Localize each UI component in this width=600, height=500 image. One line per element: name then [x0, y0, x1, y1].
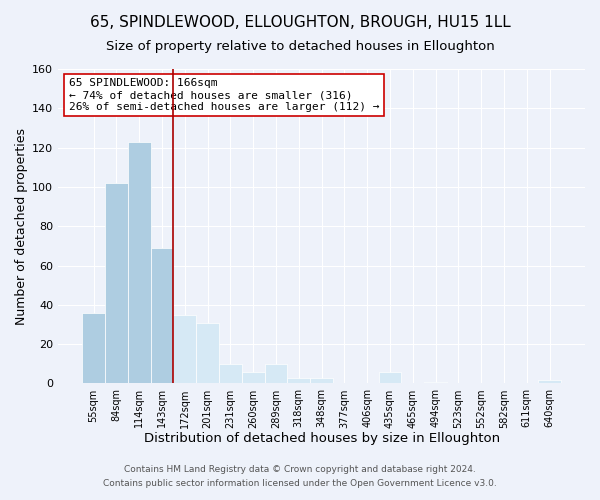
Bar: [424, 382, 447, 384]
Bar: [219, 364, 242, 384]
X-axis label: Distribution of detached houses by size in Elloughton: Distribution of detached houses by size …: [143, 432, 500, 445]
Bar: [105, 183, 128, 384]
Bar: [196, 322, 219, 384]
Text: Size of property relative to detached houses in Elloughton: Size of property relative to detached ho…: [106, 40, 494, 53]
Bar: [128, 142, 151, 384]
Bar: [151, 248, 173, 384]
Bar: [265, 364, 287, 384]
Bar: [242, 372, 265, 384]
Bar: [538, 380, 561, 384]
Y-axis label: Number of detached properties: Number of detached properties: [15, 128, 28, 324]
Bar: [173, 314, 196, 384]
Text: 65, SPINDLEWOOD, ELLOUGHTON, BROUGH, HU15 1LL: 65, SPINDLEWOOD, ELLOUGHTON, BROUGH, HU1…: [89, 15, 511, 30]
Text: Contains HM Land Registry data © Crown copyright and database right 2024.
Contai: Contains HM Land Registry data © Crown c…: [103, 466, 497, 487]
Bar: [82, 312, 105, 384]
Bar: [310, 378, 333, 384]
Text: 65 SPINDLEWOOD: 166sqm
← 74% of detached houses are smaller (316)
26% of semi-de: 65 SPINDLEWOOD: 166sqm ← 74% of detached…: [68, 78, 379, 112]
Bar: [379, 372, 401, 384]
Bar: [287, 378, 310, 384]
